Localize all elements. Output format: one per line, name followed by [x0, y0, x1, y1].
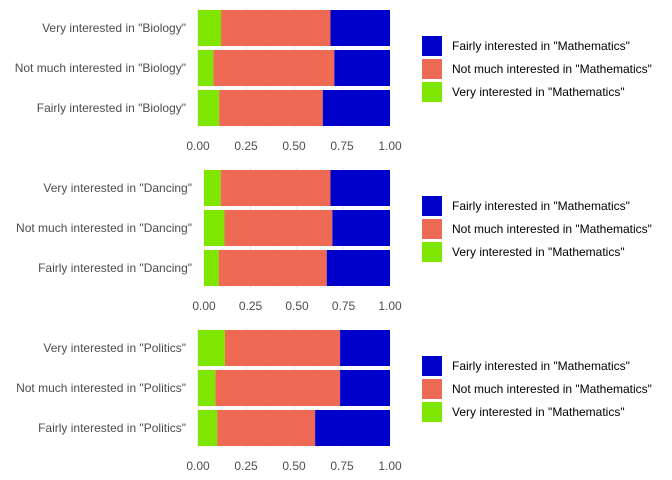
bar-segment: Not much interested in "Mathematics": 0.… — [224, 330, 341, 366]
y-tick-label: Not much interested in "Dancing" — [16, 221, 192, 235]
bar-segment: Fairly interested in "Mathematics": 0.32 — [330, 170, 390, 206]
x-tick-label: 0.75 — [330, 459, 354, 473]
x-tick-label: 0.75 — [332, 299, 356, 313]
bar-segment: Fairly interested in "Mathematics": 0.35 — [322, 90, 390, 126]
legend-swatch — [422, 36, 442, 56]
y-tick-label: Fairly interested in "Biology" — [37, 101, 186, 115]
bar-segment: Fairly interested in "Mathematics": 0.26 — [340, 330, 390, 366]
bar-segment: Not much interested in "Mathematics": 0.… — [213, 50, 335, 86]
x-tick-label: 0.00 — [186, 139, 210, 153]
x-tick-label: 0.50 — [285, 299, 309, 313]
legend-swatch — [422, 196, 442, 216]
x-tick-label: 0.25 — [234, 459, 258, 473]
y-tick-label: Very interested in "Politics" — [43, 341, 186, 355]
y-tick-label: Very interested in "Dancing" — [43, 181, 192, 195]
x-tick-label: 0.50 — [282, 459, 306, 473]
x-tick-label: 0.25 — [234, 139, 258, 153]
bar-segment: Very interested in "Mathematics": 0.12 — [198, 10, 222, 46]
legend-label: Not much interested in "Mathematics" — [452, 62, 652, 76]
legend: Fairly interested in "Mathematics" Not mu… — [422, 356, 652, 422]
x-tick-label: 1.00 — [378, 139, 402, 153]
y-tick-label: Not much interested in "Biology" — [15, 61, 186, 75]
bar-segment: Fairly interested in "Mathematics": 0.29 — [334, 50, 390, 86]
bar-segment: Very interested in "Mathematics": 0.1 — [198, 410, 218, 446]
legend-label: Fairly interested in "Mathematics" — [452, 359, 630, 373]
legend-label: Very interested in "Mathematics" — [452, 405, 625, 419]
legend-swatch — [422, 356, 442, 376]
legend-label: Not much interested in "Mathematics" — [452, 382, 652, 396]
legend-label: Fairly interested in "Mathematics" — [452, 199, 630, 213]
bar-segment: Fairly interested in "Mathematics": 0.39 — [315, 410, 390, 446]
bar-segment: Very interested in "Mathematics": 0.11 — [204, 210, 225, 246]
bar-segment: Not much interested in "Mathematics": 0.… — [215, 370, 341, 406]
chart-panel-3: Very interested in "Politics" Very intere… — [16, 328, 652, 473]
bar-segment: Fairly interested in "Mathematics": 0.26 — [340, 370, 390, 406]
x-tick-label: 1.00 — [378, 299, 402, 313]
chart-panel-1: Very interested in "Biology" Very interes… — [15, 8, 652, 153]
legend: Fairly interested in "Mathematics" Not mu… — [422, 36, 652, 102]
y-tick-label: Fairly interested in "Dancing" — [38, 261, 192, 275]
bar-segment: Very interested in "Mathematics": 0.11 — [198, 90, 220, 126]
bar-segment: Not much interested in "Mathematics": 0.… — [224, 210, 333, 246]
bar-segment: Fairly interested in "Mathematics": 0.34 — [326, 250, 390, 286]
bar-segment: Very interested in "Mathematics": 0.08 — [198, 50, 214, 86]
legend-swatch — [422, 219, 442, 239]
x-tick-label: 0.75 — [330, 139, 354, 153]
x-tick-label: 0.00 — [192, 299, 216, 313]
legend-label: Not much interested in "Mathematics" — [452, 222, 652, 236]
y-tick-label: Very interested in "Biology" — [42, 21, 186, 35]
legend-swatch — [422, 379, 442, 399]
bar-segment: Very interested in "Mathematics": 0.08 — [204, 250, 219, 286]
bar-segment: Not much interested in "Mathematics": 0.… — [220, 170, 331, 206]
bar-segment: Not much interested in "Mathematics": 0.… — [219, 90, 323, 126]
bar-segment: Very interested in "Mathematics": 0.14 — [198, 330, 225, 366]
bar-segment: Fairly interested in "Mathematics": 0.31 — [330, 10, 390, 46]
bar-segment: Very interested in "Mathematics": 0.09 — [198, 370, 216, 406]
chart-panel-2: Very interested in "Dancing" Very interes… — [16, 168, 652, 313]
legend-label: Very interested in "Mathematics" — [452, 85, 625, 99]
legend-label: Fairly interested in "Mathematics" — [452, 39, 630, 53]
x-tick-label: 0.25 — [239, 299, 263, 313]
y-tick-label: Not much interested in "Politics" — [16, 381, 186, 395]
bar-segment: Very interested in "Mathematics": 0.09 — [204, 170, 221, 206]
legend-swatch — [422, 242, 442, 262]
bar-segment: Not much interested in "Mathematics": 0.… — [221, 10, 331, 46]
legend: Fairly interested in "Mathematics" Not mu… — [422, 196, 652, 262]
bar-segment: Not much interested in "Mathematics": 0.… — [217, 410, 316, 446]
legend-swatch — [422, 59, 442, 79]
y-tick-label: Fairly interested in "Politics" — [38, 421, 186, 435]
x-tick-label: 1.00 — [378, 459, 402, 473]
bar-segment: Not much interested in "Mathematics": 0.… — [218, 250, 327, 286]
bar-segment: Fairly interested in "Mathematics": 0.31 — [332, 210, 390, 246]
legend-swatch — [422, 82, 442, 102]
x-tick-label: 0.50 — [282, 139, 306, 153]
legend-swatch — [422, 402, 442, 422]
x-tick-label: 0.00 — [186, 459, 210, 473]
legend-label: Very interested in "Mathematics" — [452, 245, 625, 259]
